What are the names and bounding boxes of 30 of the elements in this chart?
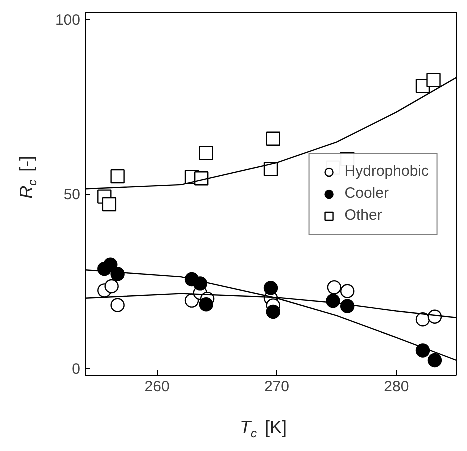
point: [266, 132, 280, 146]
point: [266, 304, 280, 320]
legend-label: Other: [344, 207, 382, 224]
point: [199, 146, 214, 160]
point: [416, 344, 430, 358]
x-tick-label: 270: [264, 378, 290, 396]
point: [428, 353, 442, 368]
point: [104, 279, 119, 294]
point: [326, 294, 340, 308]
point: [199, 298, 214, 312]
y-tick-label: 0: [72, 361, 80, 378]
point: [426, 73, 441, 88]
point: [102, 197, 117, 212]
point: [104, 258, 118, 272]
point: [340, 299, 355, 314]
legend-label: Cooler: [344, 185, 389, 202]
point: [110, 298, 125, 312]
legend-label: Hydrophobic: [344, 163, 429, 180]
x-tick-label: 260: [144, 378, 170, 396]
point: [193, 276, 208, 291]
point: [327, 280, 342, 295]
point: [264, 162, 278, 176]
point: [264, 281, 278, 296]
point: [110, 169, 125, 184]
x-tick-label: 280: [384, 378, 410, 396]
y-axis-title: Rc [-]: [16, 156, 40, 199]
point: [340, 284, 355, 298]
point: [110, 267, 125, 282]
y-tick-label: 100: [55, 12, 81, 29]
y-tick-label: 50: [64, 186, 81, 204]
